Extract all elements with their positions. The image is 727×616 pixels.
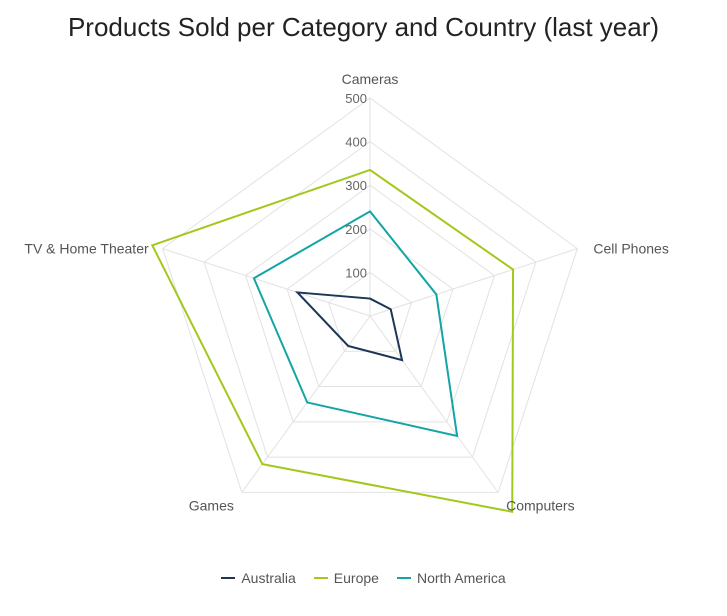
grid-ring bbox=[162, 97, 578, 493]
radial-tick-label: 400 bbox=[345, 135, 367, 150]
radar-category-labels: Cameras Cell Phones Computers Games TV & Hom… bbox=[24, 71, 668, 513]
category-label-cameras: Cameras bbox=[342, 71, 399, 87]
series-line-north-america bbox=[252, 210, 459, 438]
grid-spoke bbox=[369, 315, 499, 493]
chart-title: Products Sold per Category and Country (… bbox=[67, 12, 660, 42]
radar-grid bbox=[162, 97, 578, 493]
legend-label: Europe bbox=[333, 570, 379, 586]
radar-series bbox=[150, 168, 515, 513]
category-label-cell-phones: Cell Phones bbox=[593, 241, 669, 257]
grid-spoke bbox=[369, 248, 578, 317]
legend-swatch bbox=[313, 577, 328, 579]
radial-tick-label: 500 bbox=[345, 91, 367, 106]
legend-label: North America bbox=[416, 570, 506, 586]
radial-tick-label: 200 bbox=[345, 222, 367, 237]
legend-item-australia[interactable]: Australia bbox=[221, 570, 296, 586]
radar-tick-labels: 100 200 300 400 500 bbox=[345, 91, 367, 280]
legend-label: Australia bbox=[241, 570, 296, 586]
grid-ring bbox=[286, 228, 454, 388]
grid-ring bbox=[245, 184, 495, 423]
legend-item-north-america[interactable]: North America bbox=[396, 570, 506, 586]
series-line-europe bbox=[150, 168, 515, 513]
legend-swatch bbox=[396, 577, 411, 579]
category-label-games: Games bbox=[189, 497, 234, 513]
grid-ring bbox=[203, 140, 537, 458]
radial-tick-label: 100 bbox=[345, 265, 367, 280]
series-line-australia bbox=[294, 291, 404, 362]
radial-tick-label: 300 bbox=[345, 178, 367, 193]
legend-item-europe[interactable]: Europe bbox=[313, 570, 379, 586]
category-label-tv-home-theater: TV & Home Theater bbox=[24, 241, 149, 257]
legend-swatch bbox=[221, 577, 236, 579]
grid-spoke bbox=[241, 315, 371, 493]
grid-spoke bbox=[162, 248, 371, 317]
category-label-computers: Computers bbox=[506, 497, 574, 513]
legend: Australia Europe North America bbox=[0, 566, 727, 586]
